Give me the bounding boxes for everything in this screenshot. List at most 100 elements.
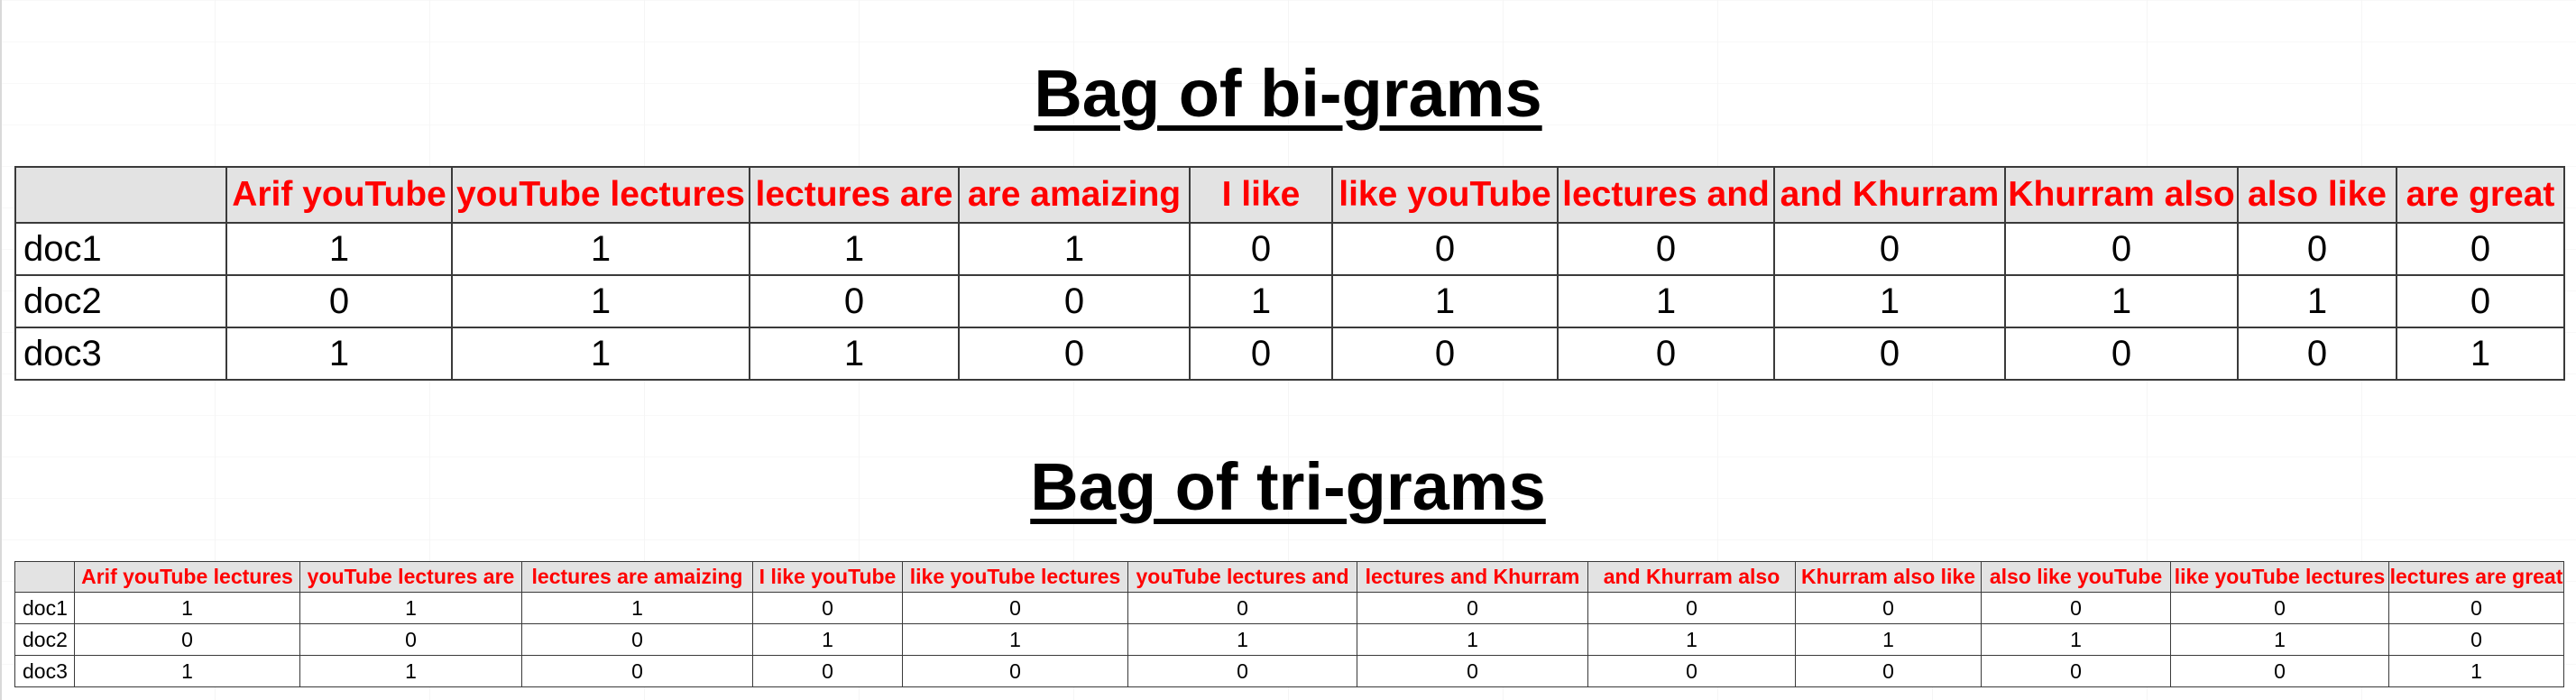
count-cell[interactable]: 0 <box>958 274 1191 328</box>
bigrams-column-header[interactable]: Arif youTube <box>225 166 453 224</box>
trigrams-column-header[interactable]: youTube lectures are <box>299 561 522 593</box>
trigrams-column-header[interactable]: and Khurram also <box>1587 561 1796 593</box>
doc-label-cell[interactable]: doc3 <box>14 655 75 687</box>
doc-label-cell[interactable]: doc2 <box>14 623 75 656</box>
count-cell[interactable]: 0 <box>2004 327 2239 381</box>
trigrams-corner-cell[interactable] <box>14 561 75 593</box>
doc-label-cell[interactable]: doc3 <box>14 327 227 381</box>
count-cell[interactable]: 1 <box>451 274 750 328</box>
trigrams-column-header[interactable]: like youTube lectures <box>2170 561 2389 593</box>
count-cell[interactable]: 0 <box>1127 655 1357 687</box>
trigrams-column-header[interactable]: lectures and Khurram <box>1357 561 1588 593</box>
count-cell[interactable]: 0 <box>521 655 753 687</box>
count-cell[interactable]: 1 <box>74 655 300 687</box>
count-cell[interactable]: 0 <box>1331 222 1559 276</box>
count-cell[interactable]: 0 <box>2170 592 2389 624</box>
count-cell[interactable]: 0 <box>1557 222 1775 276</box>
trigrams-column-header[interactable]: like youTube lectures <box>902 561 1128 593</box>
count-cell[interactable]: 0 <box>521 623 753 656</box>
bigrams-column-header[interactable]: are great <box>2396 166 2565 224</box>
count-cell[interactable]: 0 <box>225 274 453 328</box>
count-cell[interactable]: 1 <box>2004 274 2239 328</box>
count-cell[interactable]: 0 <box>1587 655 1796 687</box>
count-cell[interactable]: 1 <box>1357 623 1588 656</box>
count-cell[interactable]: 0 <box>2170 655 2389 687</box>
count-cell[interactable]: 0 <box>1127 592 1357 624</box>
doc-label-cell[interactable]: doc1 <box>14 222 227 276</box>
bigrams-column-header[interactable]: Khurram also <box>2004 166 2239 224</box>
count-cell[interactable]: 1 <box>1331 274 1559 328</box>
count-cell[interactable]: 0 <box>902 655 1128 687</box>
count-cell[interactable]: 0 <box>299 623 522 656</box>
bigrams-column-header[interactable]: lectures and <box>1557 166 1775 224</box>
bigrams-column-header[interactable]: lectures are <box>749 166 960 224</box>
count-cell[interactable]: 0 <box>1981 592 2171 624</box>
count-cell[interactable]: 0 <box>1557 327 1775 381</box>
count-cell[interactable]: 1 <box>749 222 960 276</box>
count-cell[interactable]: 1 <box>1981 623 2171 656</box>
count-cell[interactable]: 1 <box>1795 623 1982 656</box>
doc-label-cell[interactable]: doc2 <box>14 274 227 328</box>
count-cell[interactable]: 0 <box>1587 592 1796 624</box>
doc-label-cell[interactable]: doc1 <box>14 592 75 624</box>
count-cell[interactable]: 0 <box>902 592 1128 624</box>
bigrams-column-header[interactable]: like youTube <box>1331 166 1559 224</box>
count-cell[interactable]: 1 <box>451 222 750 276</box>
count-cell[interactable]: 1 <box>1587 623 1796 656</box>
count-cell[interactable]: 0 <box>752 655 903 687</box>
count-cell[interactable]: 1 <box>2388 655 2564 687</box>
count-cell[interactable]: 1 <box>752 623 903 656</box>
bigrams-corner-cell[interactable] <box>14 166 227 224</box>
count-cell[interactable]: 0 <box>2388 592 2564 624</box>
count-cell[interactable]: 1 <box>2237 274 2397 328</box>
count-cell[interactable]: 0 <box>1331 327 1559 381</box>
count-cell[interactable]: 1 <box>2170 623 2389 656</box>
trigrams-column-header[interactable]: youTube lectures and <box>1127 561 1357 593</box>
trigrams-column-header[interactable]: Khurram also like <box>1795 561 1982 593</box>
count-cell[interactable]: 1 <box>902 623 1128 656</box>
count-cell[interactable]: 0 <box>1357 655 1588 687</box>
count-cell[interactable]: 0 <box>1773 327 2006 381</box>
count-cell[interactable]: 0 <box>1795 592 1982 624</box>
count-cell[interactable]: 0 <box>749 274 960 328</box>
bigrams-column-header[interactable]: youTube lectures <box>451 166 750 224</box>
count-cell[interactable]: 1 <box>1557 274 1775 328</box>
count-cell[interactable]: 1 <box>225 222 453 276</box>
count-cell[interactable]: 0 <box>2237 222 2397 276</box>
count-cell[interactable]: 0 <box>2396 274 2565 328</box>
count-cell[interactable]: 1 <box>451 327 750 381</box>
count-cell[interactable]: 1 <box>1127 623 1357 656</box>
bigrams-column-header[interactable]: and Khurram <box>1773 166 2006 224</box>
count-cell[interactable]: 1 <box>1773 274 2006 328</box>
trigrams-column-header[interactable]: I like youTube <box>752 561 903 593</box>
count-cell[interactable]: 0 <box>958 327 1191 381</box>
count-cell[interactable]: 0 <box>1981 655 2171 687</box>
count-cell[interactable]: 1 <box>299 655 522 687</box>
bigrams-column-header[interactable]: also like <box>2237 166 2397 224</box>
count-cell[interactable]: 0 <box>2396 222 2565 276</box>
count-cell[interactable]: 0 <box>1773 222 2006 276</box>
count-cell[interactable]: 1 <box>521 592 753 624</box>
bigrams-column-header[interactable]: are amaizing <box>958 166 1191 224</box>
count-cell[interactable]: 0 <box>2388 623 2564 656</box>
trigrams-column-header[interactable]: lectures are great <box>2388 561 2564 593</box>
count-cell[interactable]: 1 <box>2396 327 2565 381</box>
count-cell[interactable]: 0 <box>1189 222 1333 276</box>
count-cell[interactable]: 1 <box>299 592 522 624</box>
trigrams-column-header[interactable]: also like youTube <box>1981 561 2171 593</box>
trigrams-column-header[interactable]: lectures are amaizing <box>521 561 753 593</box>
count-cell[interactable]: 1 <box>225 327 453 381</box>
count-cell[interactable]: 0 <box>1795 655 1982 687</box>
count-cell[interactable]: 0 <box>74 623 300 656</box>
count-cell[interactable]: 0 <box>2237 327 2397 381</box>
count-cell[interactable]: 1 <box>1189 274 1333 328</box>
count-cell[interactable]: 1 <box>74 592 300 624</box>
count-cell[interactable]: 0 <box>752 592 903 624</box>
count-cell[interactable]: 1 <box>749 327 960 381</box>
count-cell[interactable]: 0 <box>2004 222 2239 276</box>
count-cell[interactable]: 1 <box>958 222 1191 276</box>
trigrams-column-header[interactable]: Arif youTube lectures <box>74 561 300 593</box>
count-cell[interactable]: 0 <box>1189 327 1333 381</box>
count-cell[interactable]: 0 <box>1357 592 1588 624</box>
bigrams-column-header[interactable]: I like <box>1189 166 1333 224</box>
